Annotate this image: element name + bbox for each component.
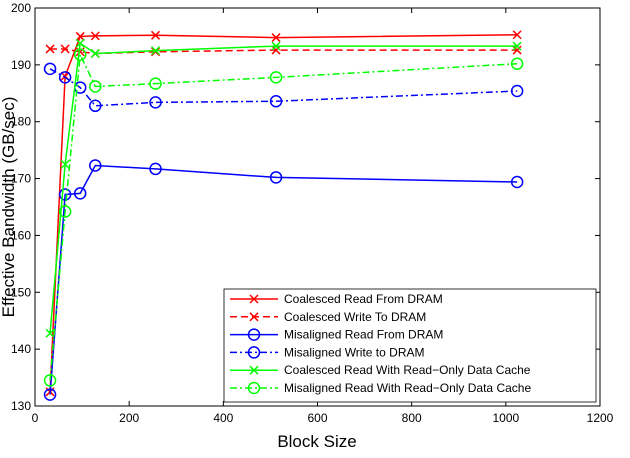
data-point [89, 80, 102, 93]
x-tick-label: 1200 [587, 411, 614, 425]
data-point [60, 44, 70, 54]
data-point [512, 45, 522, 55]
y-tick-label: 130 [11, 399, 31, 413]
data-point [58, 71, 72, 84]
series-line-3 [49, 164, 518, 395]
data-point [60, 159, 70, 169]
x-tick-label: 400 [213, 411, 233, 425]
y-tick-label: 150 [11, 285, 31, 299]
data-point [58, 205, 72, 218]
data-point [75, 38, 85, 48]
data-point [75, 31, 85, 41]
data-point [151, 46, 161, 56]
data-point [89, 159, 102, 172]
legend-label: Coalesced Read With Read−Only Data Cache [284, 363, 531, 377]
data-point [512, 41, 522, 51]
y-tick-label: 160 [11, 228, 31, 242]
data-point [43, 388, 57, 401]
data-point [271, 45, 281, 55]
series-layer [43, 30, 524, 401]
legend-marker [247, 381, 261, 395]
series-5 [45, 38, 522, 338]
series-3 [43, 159, 524, 401]
y-tick-label: 170 [11, 172, 31, 186]
legend-item: Misaligned Write to DRAM [230, 345, 424, 359]
data-point [89, 99, 102, 113]
data-point [90, 48, 100, 59]
legend: Coalesced Read From DRAM Coalesced Write … [223, 288, 597, 403]
data-point [271, 41, 281, 51]
y-tick-label: 140 [11, 342, 31, 356]
data-point [149, 162, 162, 176]
data-point [512, 30, 522, 40]
x-tick-label: 800 [402, 411, 422, 425]
data-point [45, 328, 55, 338]
y-tick-label: 200 [11, 1, 31, 15]
data-point [269, 171, 283, 184]
y-axis-label: Effective Bandwidth (GB/sec) [0, 97, 18, 318]
data-point [43, 62, 57, 76]
legend-marker [249, 294, 259, 304]
x-tick-label: 600 [307, 411, 327, 425]
legend-marker [247, 346, 261, 359]
data-point [58, 188, 72, 201]
legend-marker [249, 365, 259, 375]
legend-label: Misaligned Read From DRAM [284, 328, 443, 342]
data-point [149, 77, 162, 90]
legend-item: Coalesced Read From DRAM [230, 292, 443, 306]
x-tick-label: 200 [119, 411, 139, 425]
series-line-4 [49, 68, 518, 107]
series-6 [43, 48, 524, 387]
x-tick-label: 1000 [492, 411, 519, 425]
x-axis-label: Block Size [277, 432, 356, 451]
data-point [151, 30, 161, 40]
legend-item: Misaligned Read From DRAM [230, 328, 443, 342]
y-tick-label: 180 [11, 115, 31, 129]
data-point [45, 44, 55, 54]
data-point [510, 175, 524, 189]
data-point [510, 57, 524, 70]
legend-label: Misaligned Write to DRAM [284, 345, 424, 359]
data-point [149, 96, 162, 109]
y-tick-label: 190 [11, 58, 31, 72]
legend-label: Coalesced Write To DRAM [284, 310, 426, 324]
legend-marker [249, 312, 259, 322]
series-1 [45, 30, 522, 397]
data-point [43, 374, 57, 387]
ticks-layer: 0 200 400 600 800 1000 1200 130 140 150 160 170 180 1… [11, 1, 614, 425]
data-point [90, 31, 100, 41]
legend-item: Misaligned Read With Read−Only Data Cach… [230, 381, 531, 395]
data-point [73, 48, 87, 61]
legend-label: Misaligned Read With Read−Only Data Cach… [284, 381, 531, 395]
legend-item: Coalesced Read With Read−Only Data Cache [230, 363, 531, 377]
series-line-6 [49, 51, 518, 381]
legend-item: Coalesced Write To DRAM [230, 310, 426, 324]
legend-marker [247, 328, 261, 341]
data-point [269, 71, 283, 84]
legend-label: Coalesced Read From DRAM [284, 292, 443, 306]
legend-box [223, 288, 597, 403]
data-point [269, 94, 283, 108]
data-point [73, 187, 87, 200]
data-point [151, 47, 161, 57]
data-point [510, 84, 524, 98]
data-point [271, 33, 281, 43]
x-tick-label: 0 [32, 411, 39, 425]
